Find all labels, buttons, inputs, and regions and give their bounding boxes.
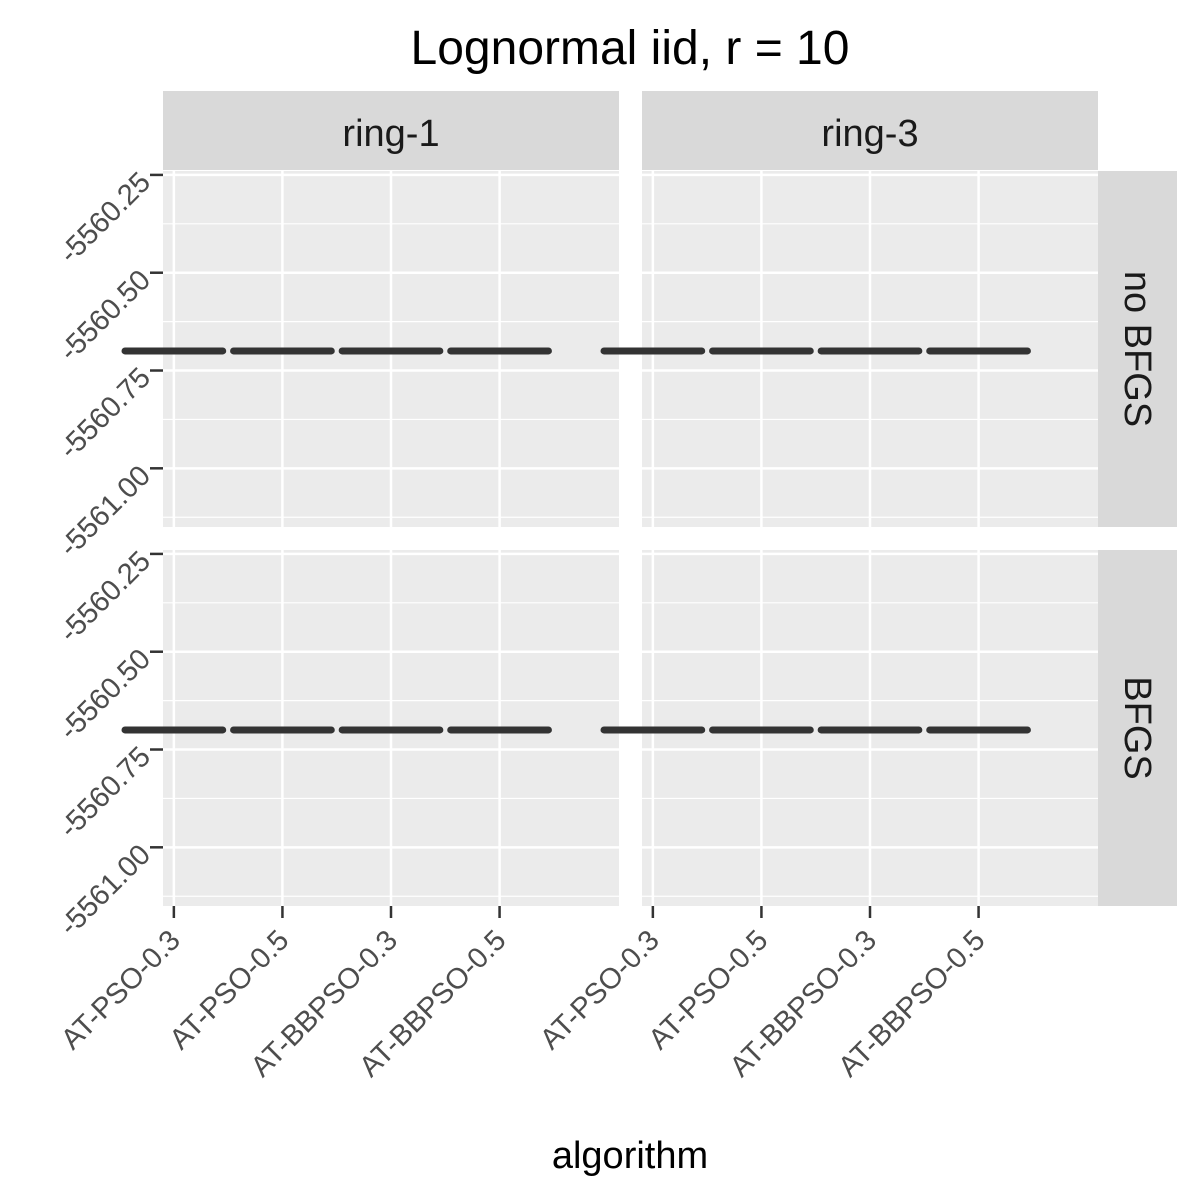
panel-1 bbox=[121, 171, 619, 527]
x-axis-title: algorithm bbox=[552, 1135, 708, 1177]
panel-4 bbox=[600, 550, 1098, 906]
strip-label-ring-3: ring-3 bbox=[821, 113, 918, 155]
strip-ring-3: ring-3 bbox=[642, 91, 1098, 170]
y-tick-label: -5560.25 bbox=[53, 545, 157, 649]
strip-ring-1-background bbox=[163, 91, 619, 170]
y-axes: -5560.25-5560.50-5560.75-5561.00-5560.25… bbox=[53, 166, 163, 942]
y-tick-label: -5560.25 bbox=[53, 166, 157, 270]
strip-label-bfgs: BFGS bbox=[1116, 676, 1158, 779]
panels bbox=[121, 171, 1098, 906]
chart-title: Lognormal iid, r = 10 bbox=[411, 22, 850, 75]
panel-2 bbox=[600, 171, 1098, 527]
strip-ring-1: ring-1 bbox=[163, 91, 619, 170]
y-tick-label: -5560.75 bbox=[53, 741, 157, 845]
strip-label-ring-1: ring-1 bbox=[342, 113, 439, 155]
y-tick-label: -5561.00 bbox=[53, 460, 157, 564]
strip-no-bfgs: no BFGS bbox=[1098, 171, 1177, 527]
strip-label-no-bfgs: no BFGS bbox=[1116, 271, 1158, 427]
strip-ring-3-background bbox=[642, 91, 1098, 170]
strip-no-bfgs-background bbox=[1098, 171, 1177, 527]
strip-bfgs-background bbox=[1098, 550, 1177, 906]
y-tick-label: -5561.00 bbox=[53, 839, 157, 943]
x-axes: AT-PSO-0.3AT-PSO-0.5AT-BBPSO-0.3AT-BBPSO… bbox=[55, 906, 992, 1083]
strip-bfgs: BFGS bbox=[1098, 550, 1177, 906]
panel-3 bbox=[121, 550, 619, 906]
y-tick-label: -5560.75 bbox=[53, 362, 157, 466]
